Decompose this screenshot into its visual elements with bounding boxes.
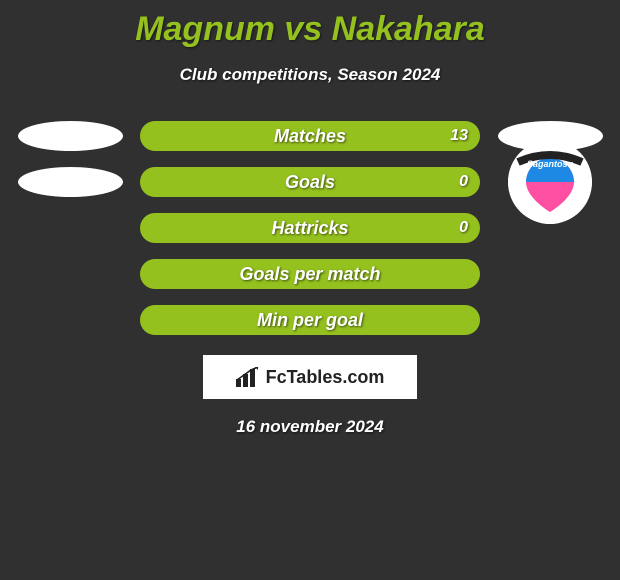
side-slot-right <box>490 305 610 335</box>
stat-row: Goals 0 Sagantosu <box>0 167 620 197</box>
side-slot-left <box>10 259 130 289</box>
side-slot-left <box>10 305 130 335</box>
stat-label: Min per goal <box>140 305 480 335</box>
side-slot-right <box>490 259 610 289</box>
comparison-card: Magnum vs Nakahara Club competitions, Se… <box>0 0 620 580</box>
stat-bar: Goals per match <box>140 259 480 289</box>
club-badge-right: Sagantosu <box>508 140 592 224</box>
stat-value-right: 0 <box>459 167 468 197</box>
stat-bar: Matches 13 <box>140 121 480 151</box>
stat-row: Hattricks 0 <box>0 213 620 243</box>
stat-value-right: 0 <box>459 213 468 243</box>
fctables-icon <box>236 367 262 387</box>
stat-bar: Goals 0 <box>140 167 480 197</box>
stat-row: Min per goal <box>0 305 620 335</box>
side-slot-right: Sagantosu <box>490 167 610 197</box>
stat-label: Matches <box>140 121 480 151</box>
side-slot-left <box>10 213 130 243</box>
side-slot-right <box>490 213 610 243</box>
side-slot-left <box>10 167 130 197</box>
fctables-watermark: FcTables.com <box>203 355 417 399</box>
stat-bar: Hattricks 0 <box>140 213 480 243</box>
subtitle: Club competitions, Season 2024 <box>0 65 620 85</box>
svg-text:Sagantosu: Sagantosu <box>527 159 574 169</box>
stat-value-right: 13 <box>450 121 468 151</box>
stat-rows: Matches 13 Goals 0 Sagantosu Hattricks <box>0 121 620 335</box>
date-text: 16 november 2024 <box>0 417 620 437</box>
stat-label: Hattricks <box>140 213 480 243</box>
stat-bar: Min per goal <box>140 305 480 335</box>
fctables-label: FcTables.com <box>266 367 385 388</box>
side-slot-left <box>10 121 130 151</box>
player-ellipse-left <box>18 167 123 197</box>
stat-label: Goals <box>140 167 480 197</box>
page-title: Magnum vs Nakahara <box>0 0 620 49</box>
stat-label: Goals per match <box>140 259 480 289</box>
stat-row: Goals per match <box>0 259 620 289</box>
player-ellipse-left <box>18 121 123 151</box>
